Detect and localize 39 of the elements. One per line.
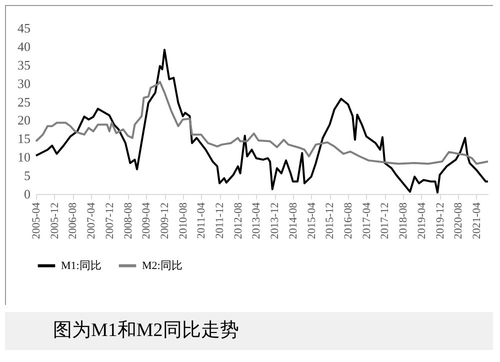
x-tick-label: 2020-08 xyxy=(452,202,465,240)
x-tick-label: 2009-12 xyxy=(159,202,172,240)
x-tick-label: 2005-12 xyxy=(48,202,61,240)
y-tick-label: 30 xyxy=(18,76,30,91)
x-tick-label: 2007-12 xyxy=(104,202,116,240)
x-tick-label: 2013-12 xyxy=(269,202,282,240)
y-tick-label: 5 xyxy=(24,168,30,184)
x-tick-label: 2017-12 xyxy=(379,202,392,240)
x-tick-label: 2011-12 xyxy=(214,202,226,239)
legend-label: M1:同比 xyxy=(61,258,102,272)
y-tick-label: 10 xyxy=(18,150,30,165)
x-tick-label: 2010-08 xyxy=(177,202,190,240)
x-tick-label: 2008-08 xyxy=(122,202,134,240)
x-tick-label: 2019-04 xyxy=(416,202,428,240)
y-tick-label: 25 xyxy=(18,94,30,110)
x-tick-label: 2015-04 xyxy=(306,202,318,240)
y-tick-label: 35 xyxy=(18,57,30,72)
y-tick-label: 0 xyxy=(24,186,30,202)
y-tick-label: 40 xyxy=(18,38,30,54)
y-tick-label: 45 xyxy=(18,20,30,36)
y-tick-label: 15 xyxy=(18,131,30,146)
x-tick-label: 2006-08 xyxy=(67,202,80,240)
x-tick-label: 2016-08 xyxy=(342,202,355,240)
legend-label: M2:同比 xyxy=(142,258,182,272)
x-tick-label: 2012-08 xyxy=(232,202,244,240)
x-tick-label: 2005-04 xyxy=(30,202,42,240)
x-tick-label: 2013-04 xyxy=(250,202,263,240)
x-tick-label: 2019-12 xyxy=(434,202,446,240)
y-tick-label: 20 xyxy=(18,112,30,128)
x-tick-label: 2015-12 xyxy=(324,202,336,240)
x-tick-label: 2009-04 xyxy=(140,202,153,240)
x-tick-label: 2014-08 xyxy=(287,202,300,240)
x-tick-label: 2017-04 xyxy=(360,202,373,240)
x-tick-label: 2018-08 xyxy=(398,202,410,240)
x-tick-label: 2007-04 xyxy=(86,202,98,240)
line-series xyxy=(35,80,489,165)
x-tick-label: 2011-04 xyxy=(196,202,208,239)
text: 图为M1和M2同比走势 xyxy=(5,312,493,350)
x-tick-label: 2021-04 xyxy=(470,202,483,240)
